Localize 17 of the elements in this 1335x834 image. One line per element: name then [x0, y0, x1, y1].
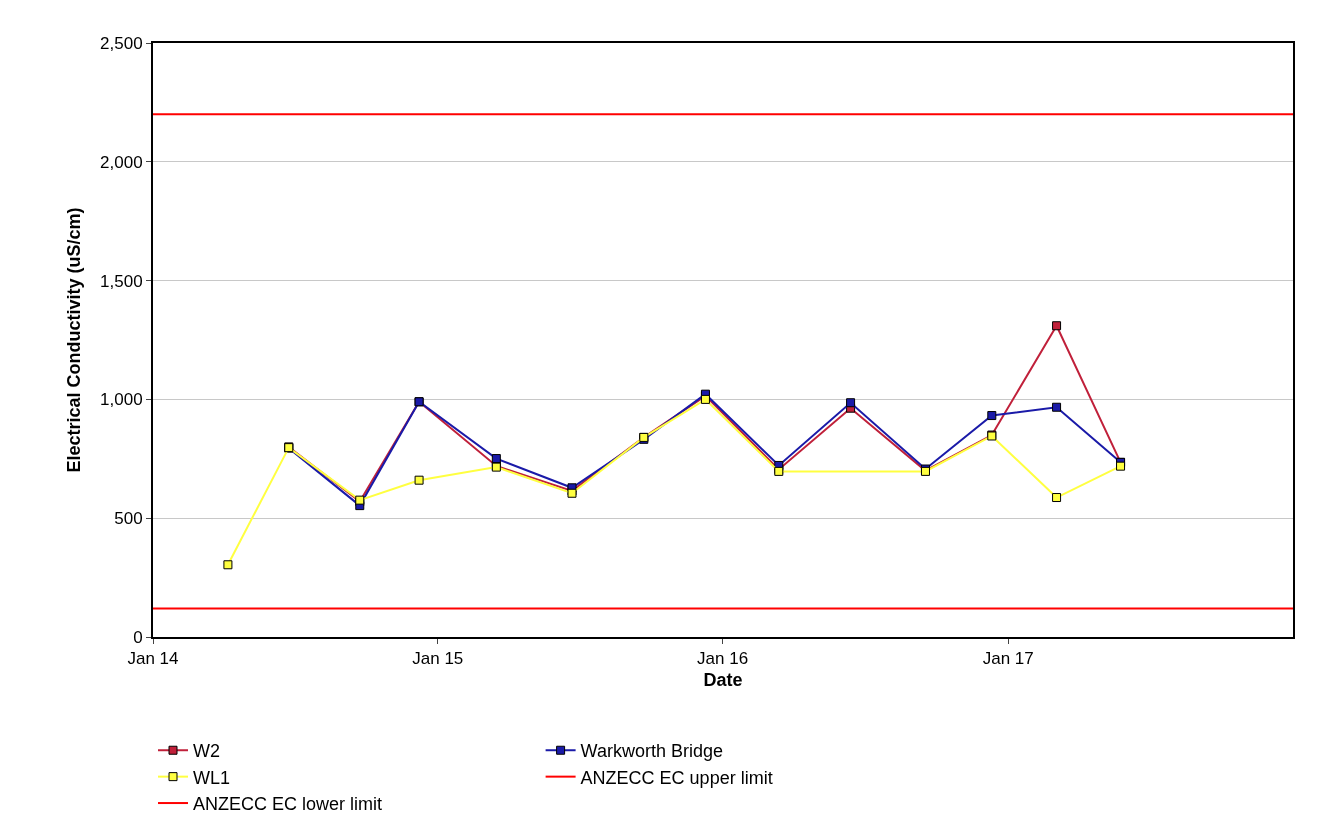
y-tick-label: 500 — [114, 509, 143, 529]
y-tick-label: 2,000 — [100, 152, 143, 172]
x-tick-label: Jan 14 — [127, 649, 179, 669]
y-axis-title: Electrical Conductivity (uS/cm) — [63, 207, 84, 473]
legend-label: WL1 — [193, 767, 231, 788]
x-tick-label: Jan 16 — [697, 649, 749, 669]
y-tick-label: 1,500 — [100, 271, 143, 291]
x-axis-title: Date — [703, 670, 743, 690]
x-tick-label: Jan 17 — [982, 649, 1034, 669]
legend-label: W2 — [193, 741, 220, 762]
legend-label: ANZECC EC lower limit — [193, 794, 383, 815]
y-tick-label: 1,000 — [100, 390, 143, 410]
y-tick-label: 2,500 — [100, 33, 143, 53]
y-tick-label: 0 — [133, 627, 143, 647]
legend-label: Warkworth Bridge — [580, 741, 723, 762]
x-tick-label: Jan 15 — [412, 649, 464, 669]
legend-label: ANZECC EC upper limit — [580, 767, 773, 788]
